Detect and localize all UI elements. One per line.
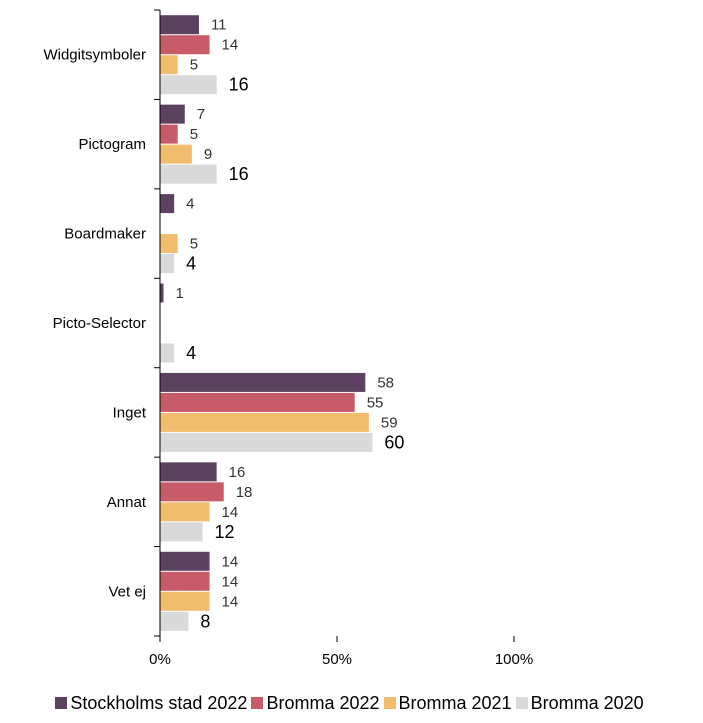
bar — [160, 254, 175, 274]
legend-label: Stockholms stad 2022 — [70, 692, 248, 713]
data-label: 5 — [190, 236, 198, 253]
x-tick-label: 50% — [322, 651, 352, 668]
bar — [160, 104, 185, 124]
data-label: 16 — [229, 164, 249, 184]
bar — [160, 234, 178, 254]
legend-swatch — [251, 697, 264, 709]
data-label: 4 — [186, 343, 196, 363]
category-label: Boardmaker — [64, 226, 146, 243]
data-label: 60 — [384, 432, 404, 452]
bar — [160, 551, 210, 571]
data-label: 8 — [200, 611, 210, 631]
bar — [160, 124, 178, 144]
bar — [160, 15, 199, 35]
category-label: Widgitsymboler — [43, 47, 146, 64]
legend-label: Bromma 2022 — [266, 692, 380, 713]
bar — [160, 591, 210, 611]
data-label: 1 — [176, 285, 184, 302]
bar — [160, 144, 192, 164]
category-label: Annat — [107, 494, 147, 511]
legend-swatch — [55, 697, 68, 709]
bar — [160, 571, 210, 591]
bar — [160, 35, 210, 55]
data-label: 14 — [222, 553, 239, 570]
data-label: 16 — [229, 75, 249, 95]
data-label: 16 — [229, 464, 246, 481]
axes-layer: 0% 50% 100% — [149, 9, 533, 668]
legend-item: Bromma 2020 — [515, 692, 644, 714]
legend-label: Bromma 2021 — [398, 692, 512, 713]
data-label: 14 — [222, 37, 239, 54]
data-label: 14 — [222, 504, 239, 521]
bar — [160, 432, 373, 452]
bar — [160, 502, 210, 522]
data-label: 59 — [381, 414, 398, 431]
category-label: Pictogram — [78, 136, 146, 153]
bar — [160, 522, 203, 542]
bars-layer — [160, 15, 373, 631]
data-label: 14 — [222, 593, 239, 610]
category-label: Inget — [113, 404, 147, 421]
data-label: 14 — [222, 573, 239, 590]
legend-item: Bromma 2021 — [383, 692, 512, 714]
legend-swatch — [383, 697, 396, 709]
data-label: 5 — [190, 126, 198, 143]
legend-item: Stockholms stad 2022 — [55, 693, 247, 714]
bar — [160, 194, 175, 214]
legend: Stockholms stad 2022 Bromma 2022 Bromma 20… — [0, 688, 703, 718]
category-label: Vet ej — [108, 583, 146, 600]
data-label: 55 — [367, 394, 384, 411]
x-tick-label: 0% — [149, 651, 171, 668]
data-label: 4 — [186, 196, 194, 213]
bar — [160, 283, 164, 303]
legend-item: Bromma 2022 — [251, 692, 380, 714]
data-label: 5 — [190, 57, 198, 74]
bar — [160, 392, 355, 412]
legend-swatch — [515, 697, 528, 709]
data-label: 7 — [197, 106, 205, 123]
legend-label: Bromma 2020 — [530, 692, 644, 713]
bar — [160, 372, 366, 392]
data-label: 9 — [204, 146, 212, 163]
data-label: 18 — [236, 484, 253, 501]
bar — [160, 164, 217, 184]
x-tick-label: 100% — [495, 651, 533, 668]
data-label: 4 — [186, 254, 196, 274]
data-label: 58 — [377, 374, 394, 391]
data-label: 12 — [214, 522, 234, 542]
category-label: Picto-Selector — [53, 315, 146, 332]
bar — [160, 462, 217, 482]
bar — [160, 611, 189, 631]
bar — [160, 343, 175, 363]
bar-chart: 1114516759164541458555960161814121414148… — [43, 9, 533, 668]
bar — [160, 75, 217, 95]
bar — [160, 412, 369, 432]
bar — [160, 482, 224, 502]
bar — [160, 55, 178, 75]
data-label: 11 — [211, 17, 227, 34]
category-labels-layer: Widgitsymboler Pictogram Boardmaker Picto-S… — [43, 47, 146, 601]
